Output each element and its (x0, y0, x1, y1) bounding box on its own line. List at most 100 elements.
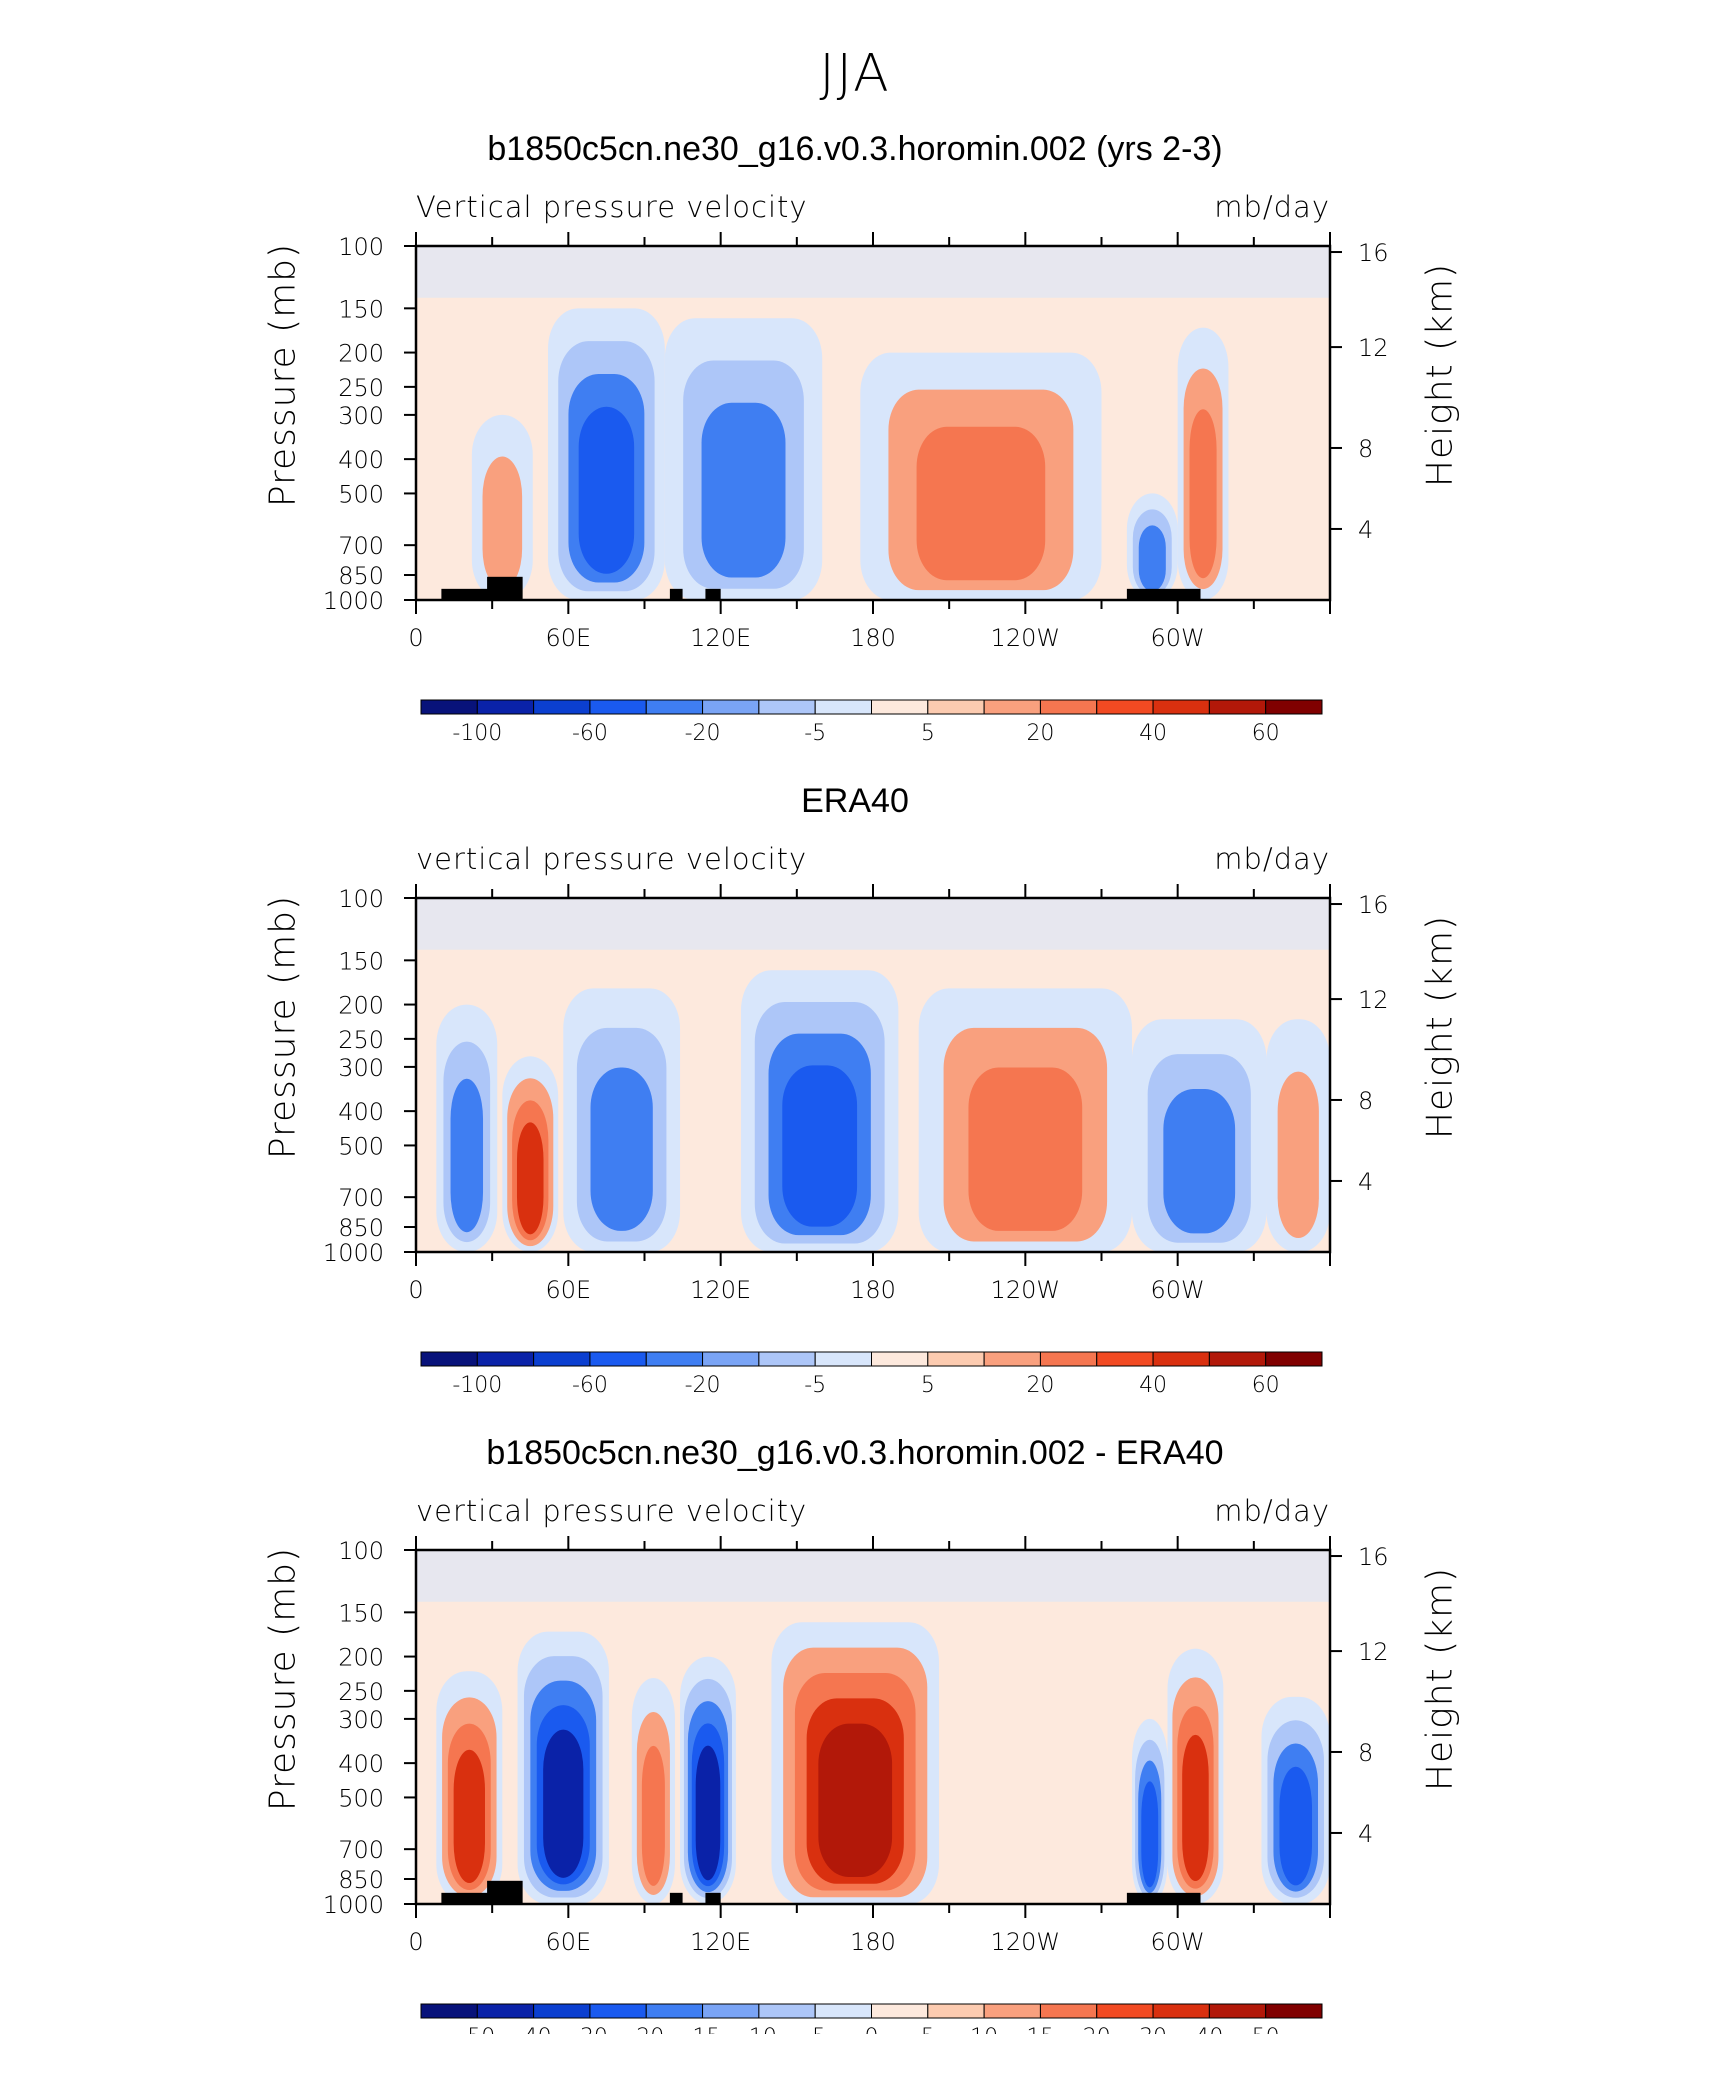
y2-tick-label: 4 (1358, 516, 1373, 544)
colorbar-box (1039, 699, 1098, 715)
variable-label: Vertical pressure velocity (416, 190, 808, 224)
colorbar-label: -5 (804, 2025, 826, 2034)
land-mask (441, 1892, 513, 1904)
upper-band (416, 1550, 1330, 1602)
colorbar-box (476, 699, 535, 715)
colorbar-label: -100 (452, 721, 502, 746)
y-tick-label: 200 (338, 1644, 384, 1672)
contour-level (590, 1067, 653, 1231)
colorbar-box (871, 699, 929, 715)
colorbar-box (758, 2003, 816, 2019)
land-mask (669, 1892, 683, 1904)
y2-tick-label: 16 (1358, 239, 1389, 267)
contour-level (516, 1122, 544, 1235)
y-tick-label: 500 (338, 480, 384, 508)
contour-level (695, 1745, 721, 1881)
variable-label: vertical pressure velocity (416, 1494, 808, 1528)
units-label: mb/day (1214, 1494, 1330, 1528)
contour-level (818, 1723, 893, 1877)
y-tick-label: 400 (338, 446, 384, 474)
colorbar-box (927, 2003, 985, 2019)
x-tick-label: 120E (690, 1276, 751, 1304)
y-tick-label: 250 (338, 374, 384, 402)
contour-field (416, 1550, 1330, 1904)
colorbar-label: 20 (1083, 2025, 1111, 2034)
x-tick-label: 120E (690, 624, 751, 652)
y-tick-label: 250 (338, 1026, 384, 1054)
contour-level (578, 406, 635, 574)
colorbar-box (1039, 1351, 1098, 1367)
y-tick-label: 400 (338, 1750, 384, 1778)
colorbar-box (589, 1351, 647, 1367)
colorbar-label: 40 (1139, 721, 1167, 746)
colorbar-box (645, 2003, 704, 2019)
colorbar-label: -15 (685, 2025, 721, 2034)
y-tick-label: 300 (338, 1706, 384, 1734)
contour-level (453, 1749, 485, 1884)
colorbar-label: 0 (865, 2025, 879, 2034)
units-label: mb/day (1214, 842, 1330, 876)
y-tick-label: 850 (338, 1866, 384, 1894)
colorbar-box (758, 1351, 816, 1367)
units-label: mb/day (1214, 190, 1330, 224)
colorbar-box (589, 699, 647, 715)
x-tick-label: 120W (991, 624, 1061, 652)
colorbar-box (476, 2003, 535, 2019)
x-tick-label: 0 (408, 1276, 423, 1304)
y-tick-label: 300 (338, 402, 384, 430)
y-tick-label: 100 (338, 233, 384, 261)
y-tick-label: 500 (338, 1132, 384, 1160)
colorbar-label: -50 (459, 2025, 495, 2034)
colorbar-box (1265, 2003, 1323, 2019)
y-tick-label: 100 (338, 1537, 384, 1565)
contour-level (782, 1065, 858, 1227)
contour-level (641, 1745, 665, 1886)
colorbar-label: -5 (804, 721, 826, 746)
upper-band (416, 898, 1330, 950)
y-tick-label: 700 (338, 1836, 384, 1864)
land-mask (1126, 1892, 1201, 1904)
colorbar-label: 60 (1252, 721, 1280, 746)
contour-level (543, 1729, 584, 1878)
colorbar-box (1208, 1351, 1267, 1367)
colorbar-box (814, 699, 872, 715)
contour-level (1138, 525, 1166, 592)
colorbar-box (702, 1351, 760, 1367)
panel-era40: ERA40 vertical pressure velocity mb/day … (0, 782, 1710, 1442)
colorbar-box (1208, 2003, 1267, 2019)
x-tick-label: 60E (545, 1276, 591, 1304)
colorbar-box (983, 1351, 1041, 1367)
colorbar-box (1096, 699, 1154, 715)
colorbar-label: -60 (572, 721, 608, 746)
y-tick-label: 1000 (323, 1239, 384, 1267)
x-tick-label: 120E (690, 1928, 751, 1956)
y-tick-label: 150 (338, 1599, 384, 1627)
colorbar-box (1265, 699, 1323, 715)
colorbar-label: -20 (685, 1373, 721, 1398)
y-tick-label: 1000 (323, 587, 384, 615)
colorbar-label: -5 (804, 1373, 826, 1398)
colorbar-label: 40 (1139, 1373, 1167, 1398)
figure-title: JJA (819, 44, 891, 104)
land-mask (441, 588, 513, 600)
contour-level (1182, 1734, 1209, 1882)
colorbar-box (589, 2003, 647, 2019)
panel-title: ERA40 (801, 782, 909, 820)
y-tick-label: 200 (338, 992, 384, 1020)
colorbar-label: -20 (628, 2025, 664, 2034)
colorbar-box (927, 699, 985, 715)
y-tick-label: 150 (338, 295, 384, 323)
land-mask (705, 588, 721, 600)
colorbar-box (702, 2003, 760, 2019)
contour-level (1141, 1781, 1159, 1888)
variable-label: vertical pressure velocity (416, 842, 808, 876)
colorbar-box (758, 699, 816, 715)
colorbar-label: -20 (685, 721, 721, 746)
y2-tick-label: 16 (1358, 891, 1389, 919)
y-tick-label: 850 (338, 1214, 384, 1242)
colorbar-label: -60 (572, 1373, 608, 1398)
colorbar-box (533, 699, 591, 715)
y-tick-label: 850 (338, 562, 384, 590)
